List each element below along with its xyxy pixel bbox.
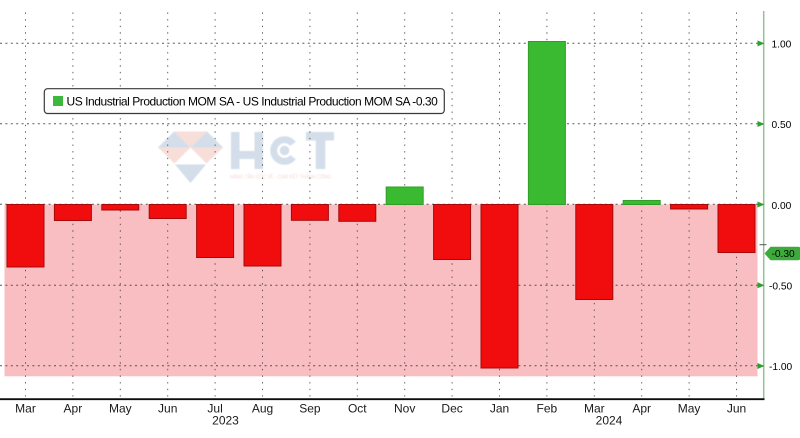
svg-text:Aug: Aug	[252, 401, 273, 415]
svg-text:Jun: Jun	[727, 401, 746, 415]
svg-text:-0.30: -0.30	[772, 249, 796, 260]
svg-text:-1.00: -1.00	[769, 362, 793, 373]
svg-text:0.50: 0.50	[772, 120, 792, 131]
svg-text:-0.50: -0.50	[769, 282, 793, 293]
svg-text:Sep: Sep	[299, 401, 321, 415]
svg-text:HÀNG TẬN GỐC VỀ - CAM KẾT THÀN: HÀNG TẬN GỐC VỀ - CAM KẾT THÀNH CÔNG	[230, 174, 331, 181]
svg-text:0.00: 0.00	[772, 201, 792, 212]
svg-text:US Industrial Production MOM S: US Industrial Production MOM SA - US Ind…	[67, 95, 439, 109]
svg-text:Feb: Feb	[537, 401, 558, 415]
svg-text:1.00: 1.00	[772, 40, 792, 51]
svg-text:Apr: Apr	[632, 401, 651, 415]
svg-text:Mar: Mar	[584, 401, 605, 415]
svg-text:2023: 2023	[212, 414, 239, 428]
svg-text:2024: 2024	[596, 414, 623, 428]
svg-text:May: May	[109, 401, 132, 415]
svg-text:Jul: Jul	[207, 401, 222, 415]
svg-text:Mar: Mar	[15, 401, 36, 415]
svg-text:Dec: Dec	[441, 401, 462, 415]
svg-text:Jan: Jan	[490, 401, 509, 415]
svg-text:Oct: Oct	[348, 401, 367, 415]
svg-text:May: May	[678, 401, 701, 415]
svg-text:Nov: Nov	[394, 401, 415, 415]
svg-text:Jun: Jun	[158, 401, 177, 415]
svg-text:Apr: Apr	[64, 401, 83, 415]
